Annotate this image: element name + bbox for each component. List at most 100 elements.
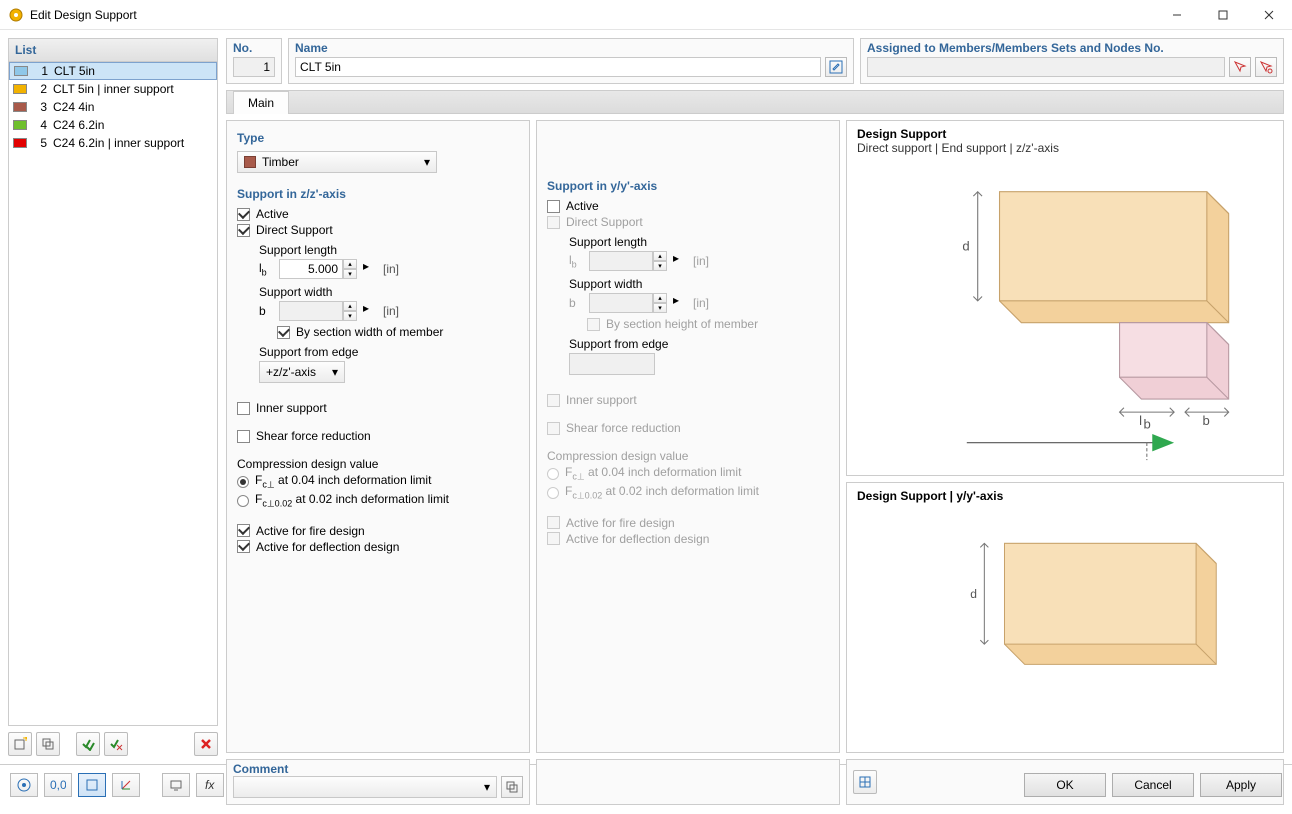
comment-copy-button[interactable] <box>501 776 523 798</box>
assigned-field[interactable] <box>867 57 1225 77</box>
z-shear-label: Shear force reduction <box>256 429 371 443</box>
y-length-unit: [in] <box>693 254 709 268</box>
svg-text:0,00: 0,00 <box>50 778 66 792</box>
view-axes-button[interactable] <box>112 773 140 797</box>
help-button[interactable] <box>10 773 38 797</box>
list-item[interactable]: 2 CLT 5in | inner support <box>9 80 217 98</box>
y-shear-label: Shear force reduction <box>566 421 681 435</box>
titlebar: Edit Design Support <box>0 0 1292 30</box>
z-width-symbol: b <box>259 304 273 318</box>
pick-nodes-button[interactable] <box>1255 57 1277 77</box>
y-edge-label: Support from edge <box>569 337 829 351</box>
z-inner-label: Inner support <box>256 401 327 415</box>
y-edge-select <box>569 353 655 375</box>
y-width-label: Support width <box>569 277 829 291</box>
pick-members-button[interactable] <box>1229 57 1251 77</box>
function-button[interactable]: fx <box>196 773 224 797</box>
list-body[interactable]: 1 CLT 5in 2 CLT 5in | inner support 3 C2… <box>9 62 217 725</box>
z-inner-checkbox[interactable] <box>237 402 250 415</box>
comment-extra-box <box>536 759 840 805</box>
list-item[interactable]: 3 C24 4in <box>9 98 217 116</box>
uncheck-all-button[interactable] <box>104 732 128 756</box>
y-length-symbol: lb <box>569 253 583 269</box>
tab-main[interactable]: Main <box>233 91 289 114</box>
close-button[interactable] <box>1246 0 1292 30</box>
check-all-button[interactable] <box>76 732 100 756</box>
preview-y-box: Design Support | y/y'-axis d <box>846 482 1284 754</box>
spin-up-icon[interactable]: ▴ <box>343 259 357 269</box>
z-active-label: Active <box>256 207 289 221</box>
preview-z-svg: d lb b <box>857 159 1273 465</box>
z-defl-label: Active for deflection design <box>256 540 399 554</box>
z-active-checkbox[interactable] <box>237 208 250 221</box>
new-item-button[interactable]: ✦ <box>8 732 32 756</box>
spin-up-icon: ▴ <box>653 251 667 261</box>
y-fire-label: Active for fire design <box>566 516 675 530</box>
svg-text:b: b <box>1144 417 1151 432</box>
z-shear-checkbox[interactable] <box>237 430 250 443</box>
no-box: No. <box>226 38 282 84</box>
list-item-label: C24 6.2in | inner support <box>53 136 184 150</box>
cancel-button[interactable]: Cancel <box>1112 773 1194 797</box>
spin-down-icon: ▾ <box>343 311 357 321</box>
svg-text:b: b <box>1202 413 1209 428</box>
color-swatch-icon <box>13 84 27 94</box>
y-defl-checkbox <box>547 532 560 545</box>
type-select[interactable]: Timber ▾ <box>237 151 437 173</box>
apply-button[interactable]: Apply <box>1200 773 1282 797</box>
spin-down-icon[interactable]: ▾ <box>343 269 357 279</box>
minimize-button[interactable] <box>1154 0 1200 30</box>
color-swatch-icon <box>14 66 28 76</box>
y-comp-r1 <box>547 468 559 480</box>
z-comp-r2[interactable] <box>237 495 249 507</box>
list-item-num: 1 <box>34 64 48 78</box>
assigned-box: Assigned to Members/Members Sets and Nod… <box>860 38 1284 84</box>
maximize-button[interactable] <box>1200 0 1246 30</box>
step-button: ▸ <box>673 251 687 271</box>
delete-item-button[interactable] <box>194 732 218 756</box>
name-box: Name <box>288 38 854 84</box>
z-comp-r1[interactable] <box>237 476 249 488</box>
chevron-down-icon: ▾ <box>332 365 338 379</box>
app-icon <box>8 7 24 23</box>
name-field[interactable] <box>295 57 821 77</box>
no-field[interactable] <box>233 57 275 77</box>
z-defl-checkbox[interactable] <box>237 540 250 553</box>
rename-button[interactable] <box>825 57 847 77</box>
z-bysection-checkbox[interactable] <box>277 326 290 339</box>
comment-select[interactable]: ▾ <box>233 776 497 798</box>
display-button[interactable] <box>162 773 190 797</box>
step-button: ▸ <box>363 301 377 321</box>
list-item[interactable]: 1 CLT 5in <box>9 62 217 80</box>
list-item-num: 5 <box>33 136 47 150</box>
z-width-input: ▴▾ <box>279 301 357 321</box>
window-title: Edit Design Support <box>30 8 1154 22</box>
no-label: No. <box>233 41 275 55</box>
copy-item-button[interactable] <box>36 732 60 756</box>
z-direct-checkbox[interactable] <box>237 224 250 237</box>
y-defl-label: Active for deflection design <box>566 532 709 546</box>
list-item[interactable]: 5 C24 6.2in | inner support <box>9 134 217 152</box>
spin-up-icon: ▴ <box>653 293 667 303</box>
z-length-symbol: lb <box>259 261 273 277</box>
color-swatch-icon <box>13 138 27 148</box>
list-item-num: 3 <box>33 100 47 114</box>
units-button[interactable]: 0,00 <box>44 773 72 797</box>
svg-text:l: l <box>1139 413 1142 428</box>
ok-button[interactable]: OK <box>1024 773 1106 797</box>
comment-box: Comment ▾ <box>226 759 530 805</box>
list-panel: List 1 CLT 5in 2 CLT 5in | inner support… <box>8 38 218 726</box>
svg-text:fx: fx <box>205 778 215 792</box>
view-frame-button[interactable] <box>78 773 106 797</box>
z-edge-select[interactable]: +z/z'-axis▾ <box>259 361 345 383</box>
y-inner-checkbox <box>547 394 560 407</box>
step-button[interactable]: ▸ <box>363 259 377 279</box>
z-fire-checkbox[interactable] <box>237 524 250 537</box>
list-item[interactable]: 4 C24 6.2in <box>9 116 217 134</box>
z-length-input[interactable]: ▴▾ <box>279 259 357 279</box>
y-title: Support in y/y'-axis <box>547 179 829 193</box>
y-length-input: ▴▾ <box>589 251 667 271</box>
z-title: Support in z/z'-axis <box>237 187 519 201</box>
view-3d-button[interactable] <box>853 770 877 794</box>
y-active-checkbox[interactable] <box>547 200 560 213</box>
